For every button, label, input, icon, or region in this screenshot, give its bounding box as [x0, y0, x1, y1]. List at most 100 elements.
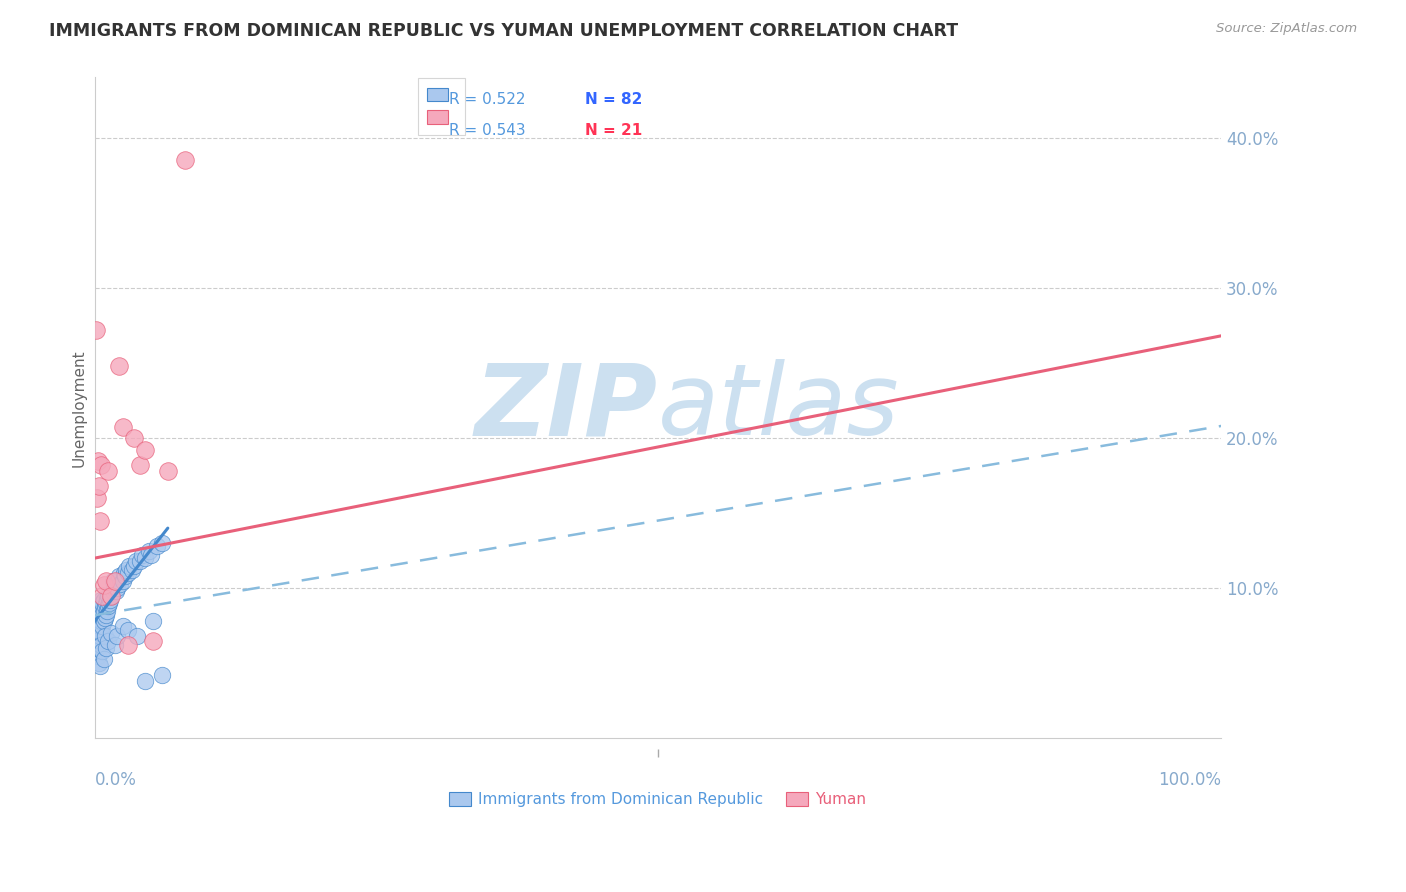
Point — [128, 554, 150, 568]
Point — [122, 431, 145, 445]
Point — [103, 581, 125, 595]
Point — [118, 558, 141, 573]
Point — [108, 359, 131, 373]
Point — [89, 596, 111, 610]
Point — [101, 574, 124, 588]
Point — [84, 604, 107, 618]
Point — [104, 576, 127, 591]
Point — [117, 566, 139, 581]
Point — [117, 624, 139, 638]
Point — [97, 633, 120, 648]
Point — [90, 593, 112, 607]
Point — [111, 619, 134, 633]
Point — [131, 548, 153, 562]
Point — [87, 453, 110, 467]
Text: 100.0%: 100.0% — [1159, 772, 1222, 789]
Point — [97, 599, 120, 614]
Point — [121, 563, 143, 577]
Point — [93, 611, 115, 625]
Point — [86, 608, 108, 623]
Point — [93, 604, 115, 618]
Point — [112, 566, 135, 581]
Point — [94, 596, 117, 610]
Point — [86, 491, 108, 505]
Point — [111, 574, 134, 588]
Point — [84, 633, 107, 648]
Point — [134, 674, 156, 689]
Text: N = 82: N = 82 — [585, 93, 643, 107]
Point — [98, 596, 121, 610]
Point — [104, 574, 127, 588]
Point — [150, 536, 173, 550]
Point — [87, 614, 110, 628]
Point — [115, 563, 138, 577]
Point — [105, 581, 128, 595]
Point — [105, 629, 128, 643]
Point — [91, 596, 114, 610]
Point — [93, 652, 115, 666]
Point — [91, 619, 114, 633]
Point — [139, 548, 162, 562]
Point — [87, 648, 110, 663]
Text: Source: ZipAtlas.com: Source: ZipAtlas.com — [1216, 22, 1357, 36]
Point — [87, 657, 110, 671]
Point — [100, 626, 122, 640]
Point — [173, 153, 195, 167]
Point — [134, 551, 156, 566]
Point — [86, 629, 108, 643]
Point — [93, 578, 115, 592]
Point — [94, 608, 117, 623]
Point — [87, 479, 110, 493]
Text: 0.0%: 0.0% — [94, 772, 136, 789]
Point — [87, 633, 110, 648]
Text: atlas: atlas — [658, 359, 900, 457]
Point — [138, 543, 160, 558]
Point — [150, 668, 173, 682]
Text: R = 0.543: R = 0.543 — [450, 123, 526, 138]
Point — [104, 584, 127, 599]
Point — [89, 659, 111, 673]
Point — [114, 569, 136, 583]
Point — [93, 593, 115, 607]
Point — [89, 619, 111, 633]
Point — [110, 576, 132, 591]
Point — [93, 614, 115, 628]
Point — [142, 633, 165, 648]
Point — [96, 604, 118, 618]
Point — [89, 608, 111, 623]
Point — [90, 604, 112, 618]
Point — [96, 591, 118, 606]
Point — [98, 593, 121, 607]
Point — [128, 458, 150, 472]
Point — [93, 599, 115, 614]
Point — [108, 569, 131, 583]
Text: R = 0.522: R = 0.522 — [450, 93, 526, 107]
Point — [84, 323, 107, 337]
Point — [93, 629, 115, 643]
Point — [127, 629, 149, 643]
Point — [87, 638, 110, 652]
Point — [94, 574, 117, 588]
Text: ZIP: ZIP — [475, 359, 658, 457]
Point — [117, 638, 139, 652]
Point — [97, 589, 120, 603]
Point — [90, 614, 112, 628]
Point — [104, 638, 127, 652]
Point — [94, 641, 117, 656]
Point — [122, 558, 145, 573]
Point — [156, 464, 179, 478]
Point — [90, 638, 112, 652]
Point — [101, 584, 124, 599]
Point — [91, 644, 114, 658]
Point — [84, 619, 107, 633]
Text: N = 21: N = 21 — [585, 123, 643, 138]
Point — [111, 420, 134, 434]
Point — [91, 589, 114, 603]
Point — [87, 626, 110, 640]
Point — [91, 608, 114, 623]
Point — [90, 458, 112, 472]
Point — [145, 539, 167, 553]
Point — [134, 442, 156, 457]
Point — [125, 554, 148, 568]
Point — [87, 604, 110, 618]
